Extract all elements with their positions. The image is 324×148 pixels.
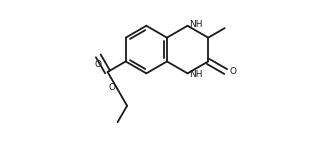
Text: O: O (108, 83, 115, 92)
Text: O: O (95, 60, 102, 69)
Text: O: O (229, 67, 237, 76)
Text: NH: NH (190, 20, 203, 29)
Text: NH: NH (190, 70, 203, 79)
